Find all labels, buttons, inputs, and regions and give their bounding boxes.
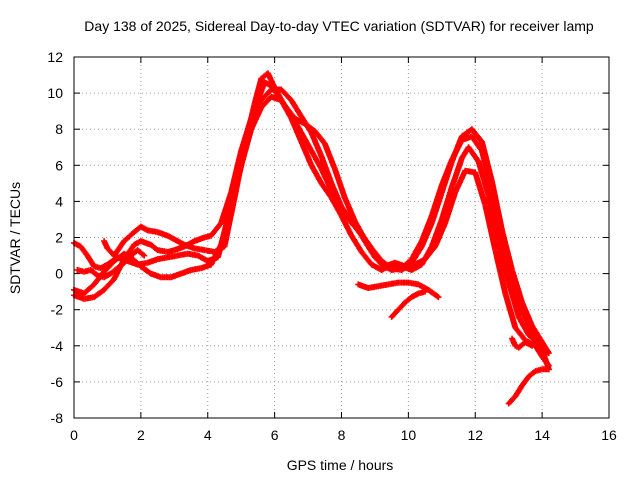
x-tick-label: 0 [70,427,78,443]
x-tick-label: 10 [401,427,417,443]
y-tick-label: 10 [47,85,63,101]
x-axis-label: GPS time / hours [287,457,394,473]
y-tick-label: 6 [55,157,63,173]
x-tick-label: 8 [338,427,346,443]
y-tick-label: -2 [51,302,64,318]
x-tick-label: 12 [467,427,483,443]
chart-title: Day 138 of 2025, Sidereal Day-to-day VTE… [84,18,594,34]
y-tick-label: 2 [55,230,63,246]
x-tick-label: 16 [601,427,617,443]
x-tick-label: 14 [534,427,550,443]
series-track-6 [355,279,442,301]
tick-labels: 0 2 4 6 8 10 12 14 16 -8 -6 -4 -2 0 2 4 6 8 10 12 [47,49,617,443]
series-track-5 [74,247,148,281]
series-track-3 [71,79,549,358]
y-tick-label: -4 [51,338,64,354]
y-tick-label: 0 [55,266,63,282]
series-trace [389,289,427,319]
series-trace [101,71,551,368]
series-trace [76,248,146,280]
x-tick-label: 4 [204,427,212,443]
series-trace [72,80,548,357]
y-axis-label: SDTVAR / TECUs [7,182,23,294]
series-trace [509,337,534,350]
series-trace [506,366,551,406]
x-tick-label: 6 [271,427,279,443]
series-track-7 [388,288,429,320]
gridlines [74,57,609,418]
x-tick-label: 2 [137,427,145,443]
plot-frame [73,56,610,419]
y-tick-label: 12 [47,49,63,65]
series-track-8 [505,366,552,407]
series-trace [356,279,441,300]
y-tick-label: -8 [51,410,64,426]
series-track-9 [509,335,536,351]
y-tick-label: 8 [55,121,63,137]
data-marks [71,70,552,407]
series-track-4 [101,70,552,369]
y-tick-label: 4 [55,193,63,209]
y-tick-label: -6 [51,374,64,390]
